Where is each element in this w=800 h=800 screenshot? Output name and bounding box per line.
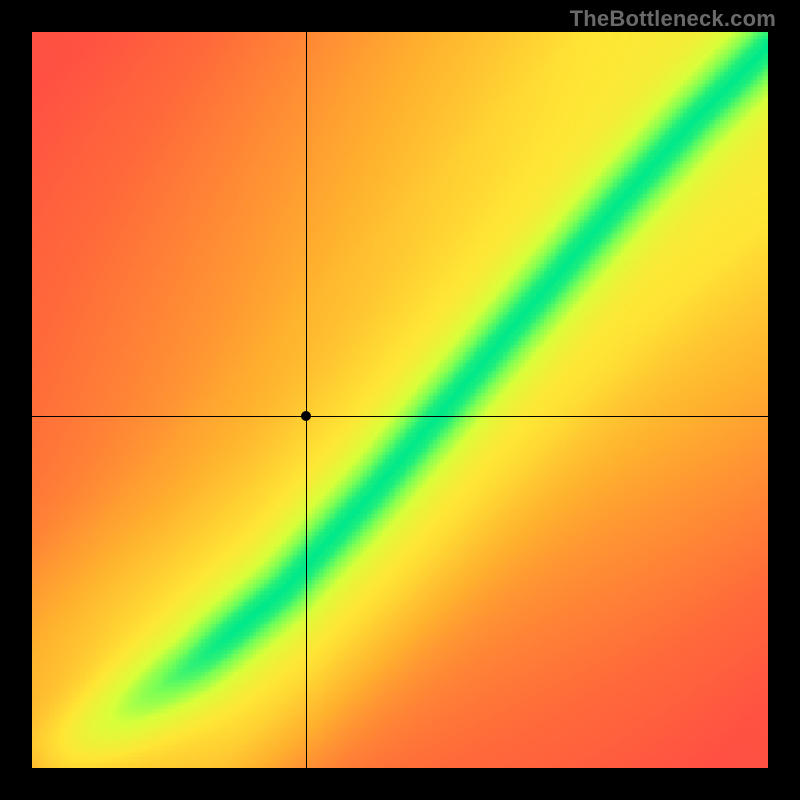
crosshair-vertical [306, 32, 307, 768]
crosshair-horizontal [32, 416, 768, 417]
plot-area [32, 32, 768, 768]
bottleneck-heatmap [32, 32, 768, 768]
viewport: TheBottleneck.com [0, 0, 800, 800]
watermark-text: TheBottleneck.com [570, 6, 776, 32]
crosshair-marker [301, 411, 311, 421]
